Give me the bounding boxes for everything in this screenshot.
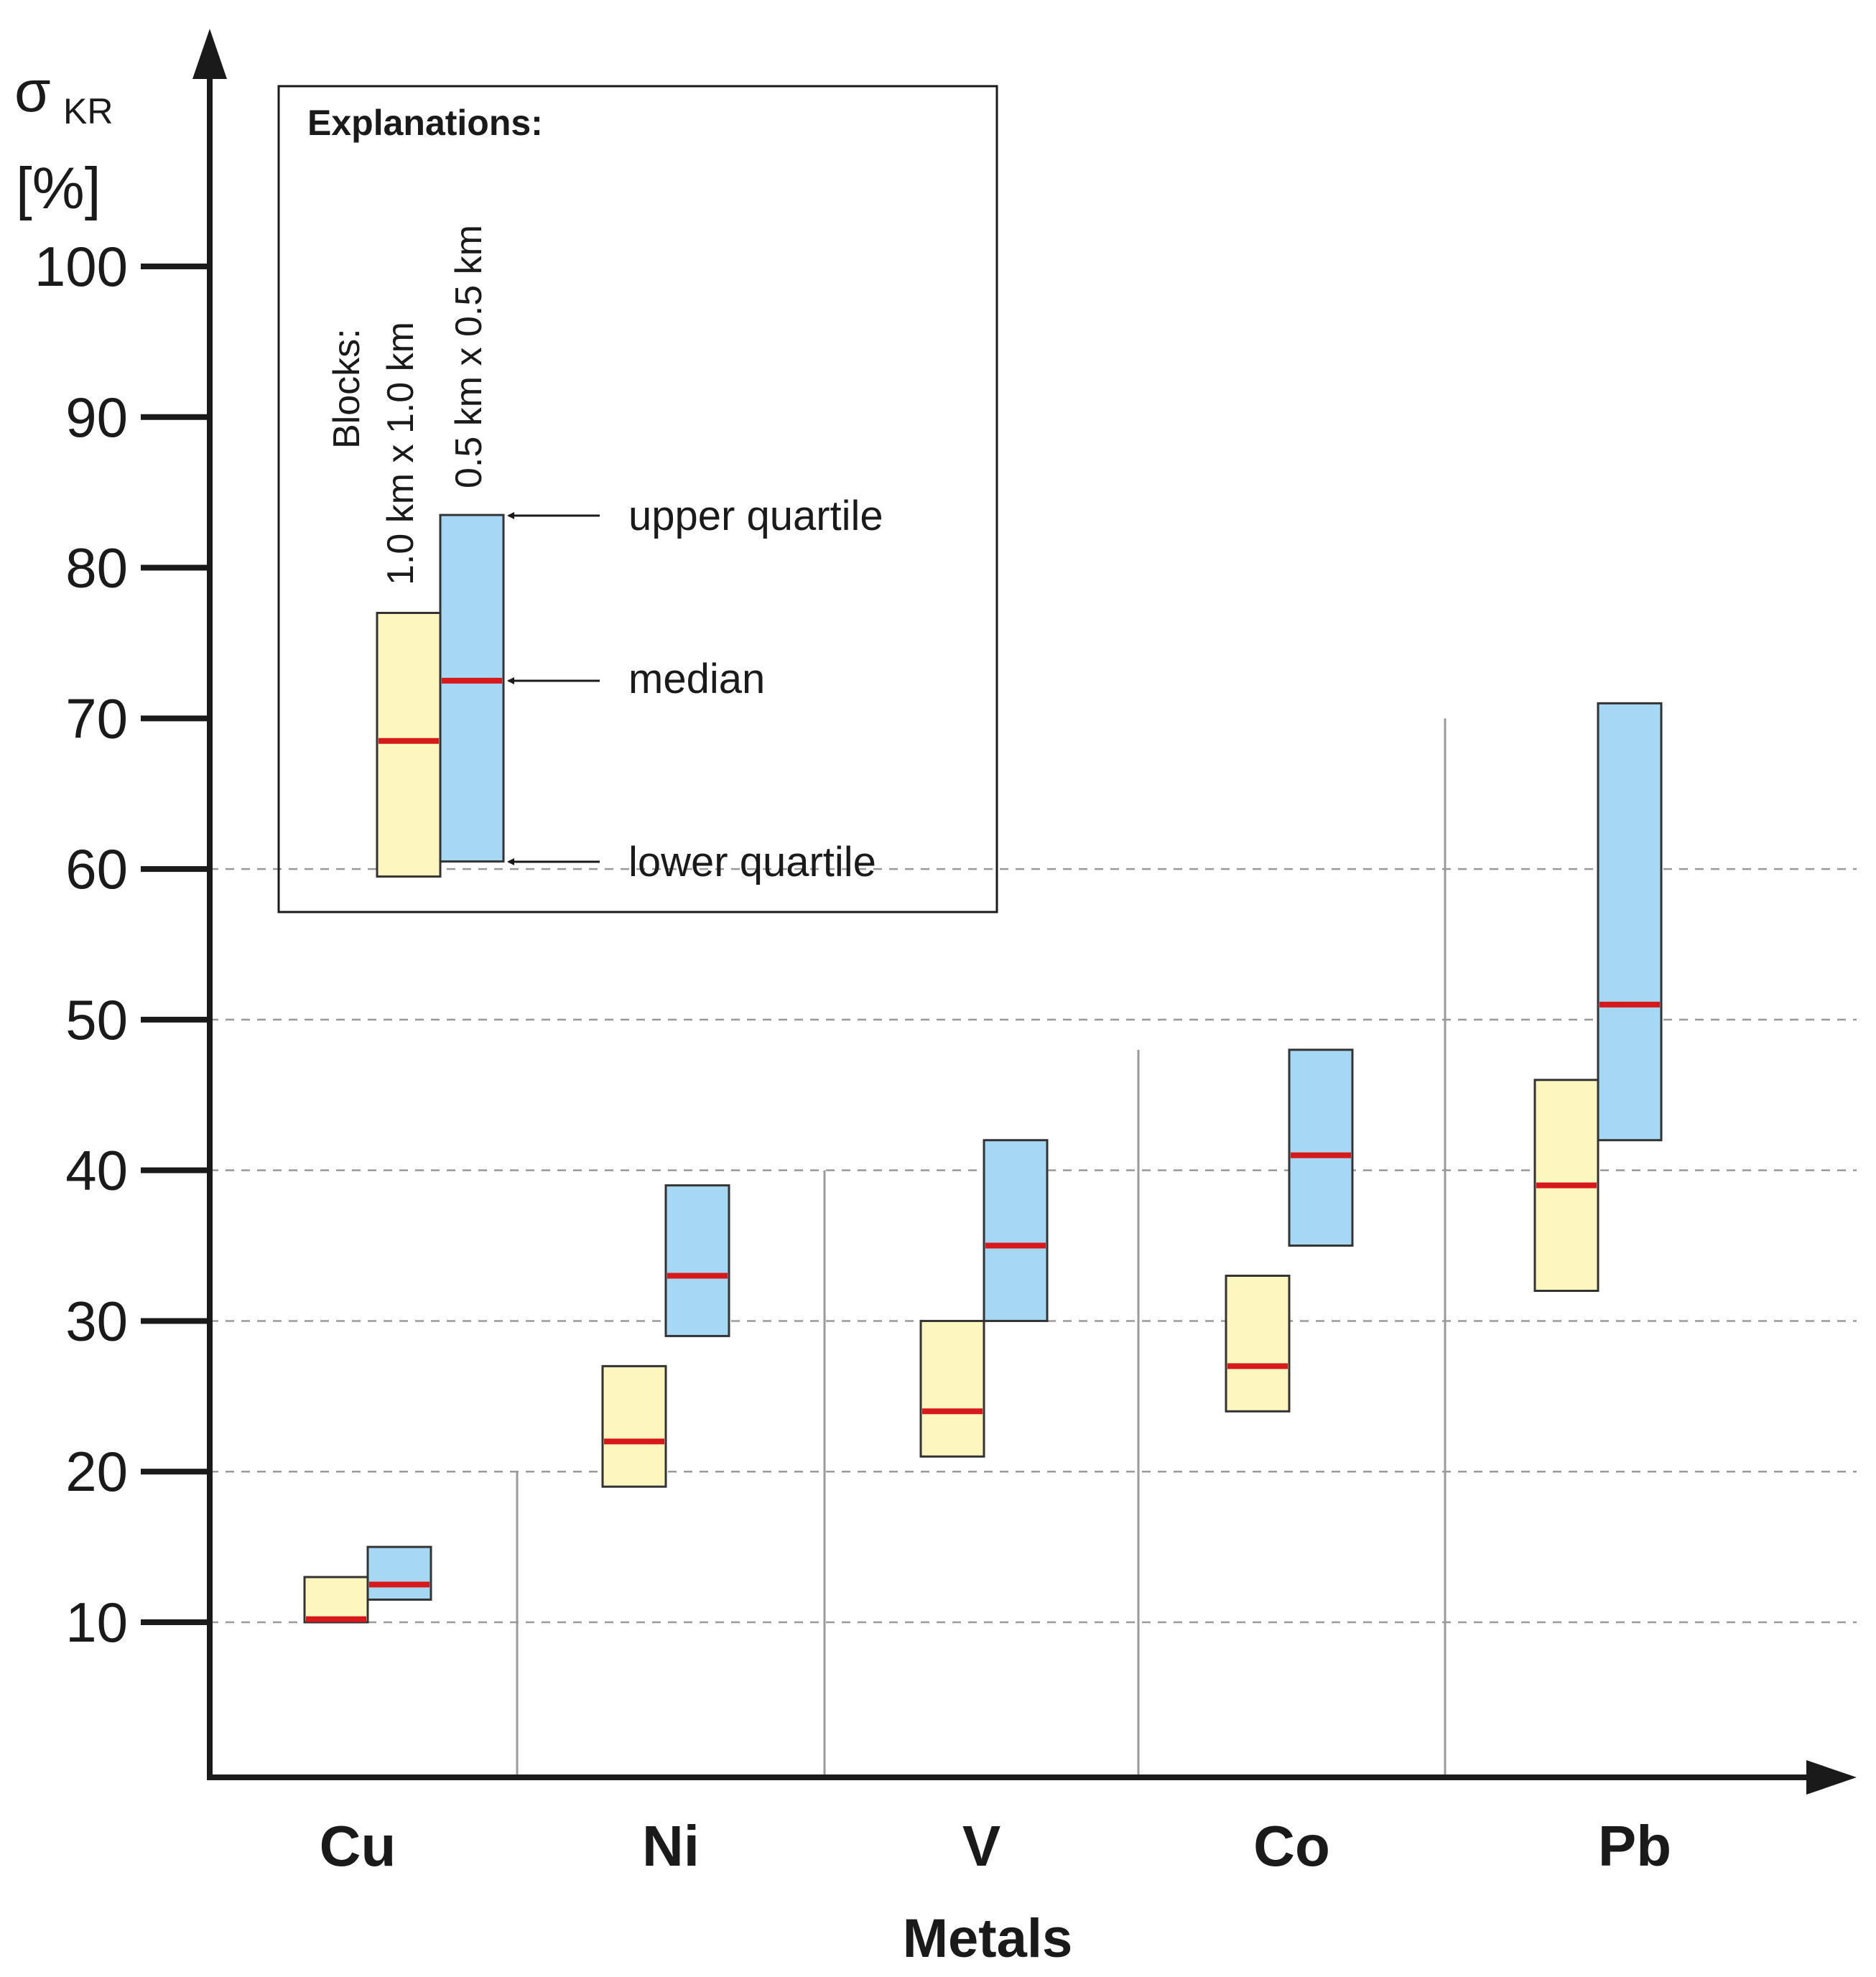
y-axis-unit: [%] [16,156,101,221]
category-label-pb: Pb [1598,1814,1671,1878]
legend-series-blue-label: 0.5 km x 0.5 km [448,225,490,488]
x-axis-title: Metals [903,1908,1073,1969]
ytick-label-80: 80 [65,536,128,600]
legend-box-blue [439,513,505,863]
ytick-label-50: 50 [65,988,128,1051]
category-label-co: Co [1253,1814,1330,1878]
box-co-blue [1288,1048,1354,1247]
category-label-cu: Cu [320,1814,396,1878]
x-axis-arrow [1806,1760,1857,1795]
legend-upper-label: upper quartile [628,493,883,539]
category-label-ni: Ni [642,1814,700,1878]
legend-title: Explanations: [307,103,543,143]
box-v-blue [983,1139,1049,1322]
legend: Explanations: Blocks: 1.0 km x 1.0 km 0.… [277,85,998,913]
legend-frame [277,85,998,913]
legend-series-yellow-label: 1.0 km x 1.0 km [380,322,422,585]
box-cu-yellow [303,1576,369,1624]
box-pb-blue [1597,702,1663,1142]
y-axis-label: σ KR [%] [14,59,113,221]
box-ni-blue [664,1184,730,1337]
y-axis-symbol: σ [14,59,51,124]
box-ni-yellow [601,1364,667,1488]
ytick-label-10: 10 [65,1591,128,1654]
boxes [303,702,1663,1624]
legend-box-yellow [376,611,442,878]
box-cu-blue [366,1545,432,1601]
ytick-label-30: 30 [65,1289,128,1352]
legend-lower-label: lower quartile [628,839,876,885]
x-categories: Cu Ni V Co Pb [320,1814,1671,1878]
box-co-yellow [1225,1275,1291,1413]
legend-median-label: median [628,656,765,702]
box-v-yellow [919,1319,985,1458]
category-separators [516,718,1447,1777]
ytick-label-60: 60 [65,837,128,901]
category-label-v: V [962,1814,1000,1878]
ytick-label-90: 90 [65,386,128,449]
axes [192,29,1857,1795]
legend-blocks-label: Blocks: [326,328,368,449]
y-axis-arrow [192,29,227,79]
ytick-label-100: 100 [34,235,128,298]
ytick-label-40: 40 [65,1139,128,1202]
ytick-label-20: 20 [65,1440,128,1503]
legend-example-boxes [376,513,505,878]
y-ticks: 10 20 30 40 50 60 70 80 90 100 [34,235,210,1654]
y-axis-subscript: KR [63,91,113,131]
ytick-label-70: 70 [65,687,128,750]
